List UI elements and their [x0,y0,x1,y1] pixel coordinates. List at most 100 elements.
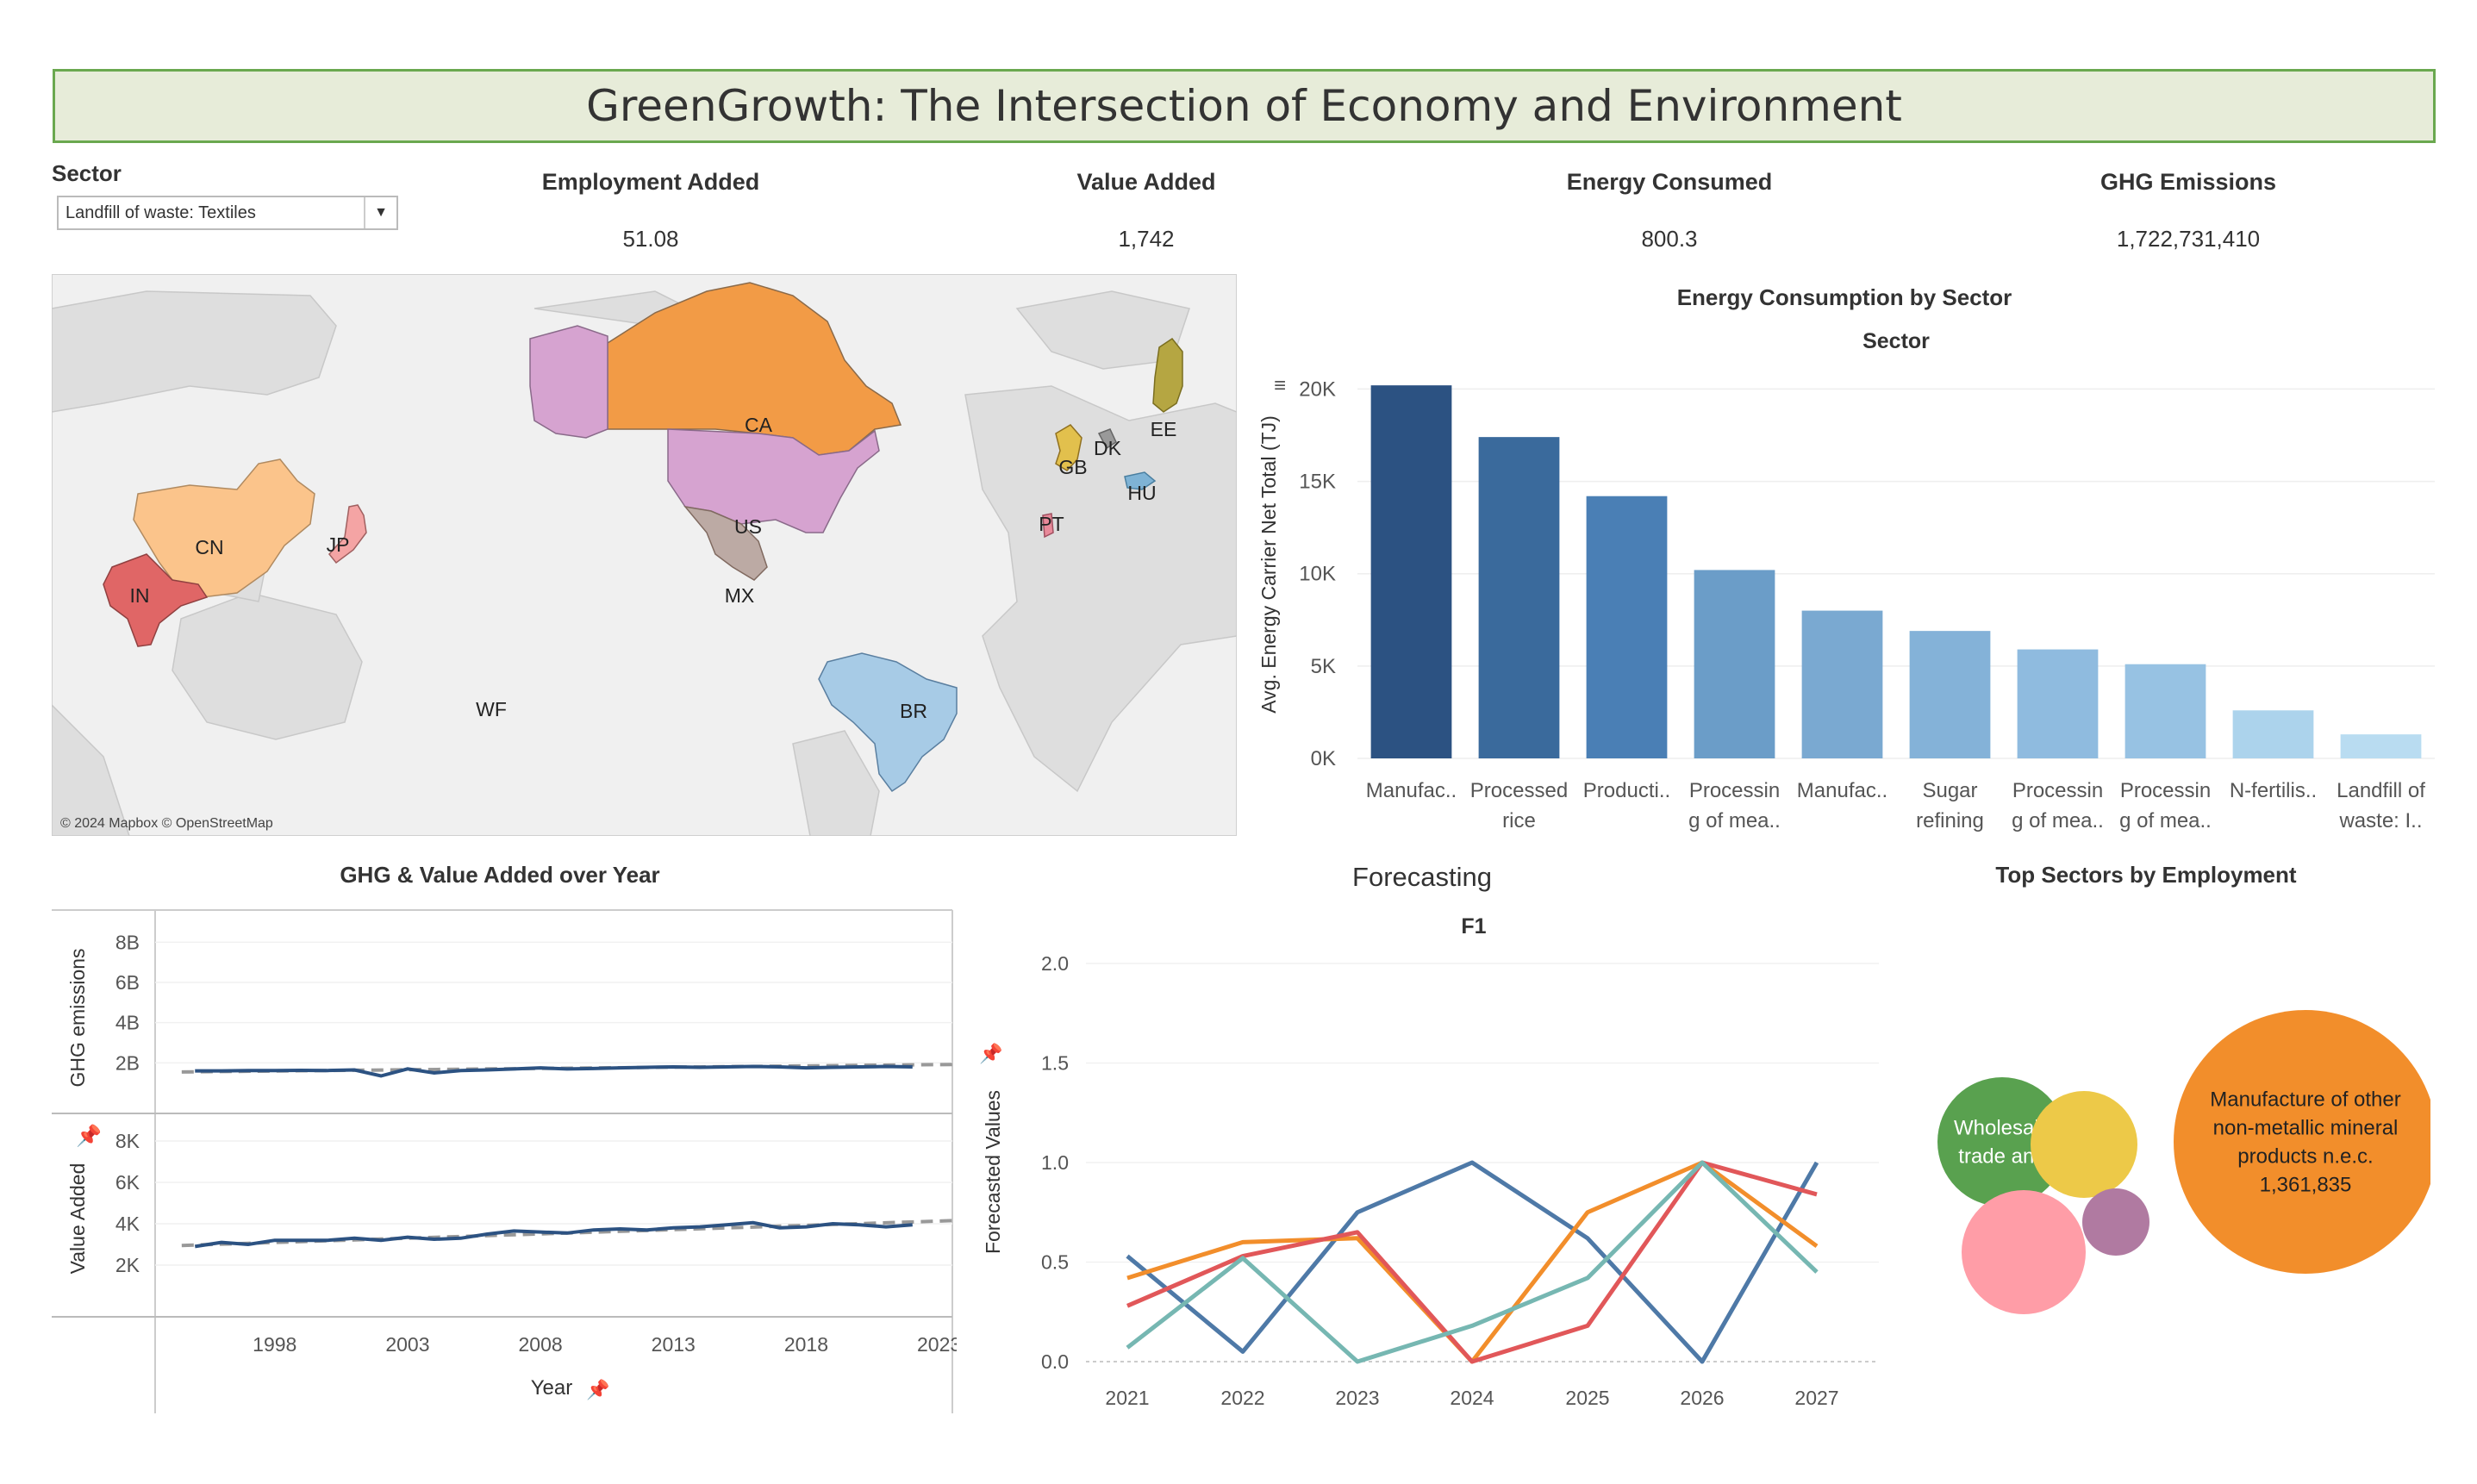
energy-chart-title: Energy Consumption by Sector [1676,284,2012,310]
energy-bar[interactable] [1586,496,1668,758]
forecast-series-line[interactable] [1126,1160,1819,1364]
map-country-dk[interactable] [1097,428,1117,450]
kpi-employment-label: Employment Added [541,169,760,195]
sector-bubble-label: Manufacture of other [2210,1088,2400,1112]
pin-icon[interactable]: 📌 [586,1378,609,1400]
map-country-pt[interactable] [1042,513,1054,539]
map-country-br[interactable] [818,652,958,793]
forecast-y-tick: 2.0 [1041,952,1069,975]
forecast-y-axis-label: Forecasted Values [982,1090,1004,1254]
top-sectors-bubble-chart[interactable]: Manufacture of other non-metallic mineral… [1879,1000,2430,1319]
sector-bubble[interactable] [1962,1190,2086,1314]
sector-bubble[interactable] [2174,1010,2430,1274]
map-country-cn[interactable] [133,458,315,598]
forecast-x-tick: 2022 [1220,1387,1264,1409]
energy-x-tick: Landfill of [2337,779,2425,802]
va-y-tick: 2K [115,1254,140,1276]
map-country-us-alaska[interactable] [529,325,608,439]
energy-y-tick: 10K [1299,563,1336,586]
pin-icon[interactable]: 📌 [76,1123,102,1148]
pin-icon[interactable]: 📌 [979,1042,1002,1064]
energy-y-tick: 15K [1299,471,1336,494]
map-country-ca[interactable] [607,282,902,456]
forecast-x-tick: 2024 [1450,1387,1494,1409]
chevron-down-icon[interactable]: ▼ [364,197,396,228]
forecast-title: Forecasting [1352,862,1492,892]
map-label-dk: DK [1094,437,1122,459]
energy-y-axis-label: Avg. Energy Carrier Net Total (TJ) [1257,415,1280,714]
forecast-y-tick: 1.5 [1041,1052,1069,1075]
year-x-tick: 2008 [518,1333,562,1356]
map-label-in: IN [130,584,150,607]
ghg-y-tick: 4B [115,1012,140,1034]
kpi-energy-value: 800.3 [1641,226,1698,252]
year-x-tick: 2003 [385,1333,429,1356]
energy-y-tick: 5K [1311,655,1336,678]
energy-chart-header: Sector [1862,329,1930,353]
map-country-gb[interactable] [1055,424,1083,471]
energy-x-tick: Processin [2012,779,2103,802]
map-country-jp[interactable] [328,504,367,564]
energy-bar-chart[interactable]: Sector 0K 5K 10K 15K 20K Avg. Energy Carrier N… [1241,327,2448,845]
energy-bar[interactable] [1909,631,1991,758]
sector-bubble-label: products n.e.c. [2237,1145,2373,1169]
energy-bar[interactable] [1370,385,1452,758]
map-country-hu[interactable] [1124,471,1157,490]
sector-filter-label: Sector [52,160,122,186]
map-country-mx[interactable] [683,505,768,581]
sector-dropdown[interactable]: Landfill of waste: Textiles ▼ [57,196,398,230]
map-label-ca: CA [745,414,773,436]
sector-bubble[interactable] [2031,1091,2137,1198]
world-map[interactable]: CA US MX BR CN IN JP WF GB DK EE HU PT ©… [52,274,1237,836]
forecast-x-tick: 2021 [1105,1387,1149,1409]
map-label-us: US [734,515,762,538]
map-attribution: © 2024 Mapbox © OpenStreetMap [60,816,273,831]
forecast-series-line[interactable] [1126,1160,1819,1364]
sort-icon[interactable]: ≡ [1274,374,1286,397]
forecast-chart[interactable]: F1 0.0 0.5 1.0 1.5 2.0 Forecasted Values 📌 2021 2… [974,905,1905,1422]
va-series-line[interactable] [194,1220,913,1249]
ghg-series-line[interactable] [195,1064,913,1078]
bubbles-title: Top Sectors by Employment [1995,862,2297,888]
map-label-jp: JP [327,533,350,556]
energy-bar[interactable] [2232,710,2314,758]
dashboard-title-bar: GreenGrowth: The Intersection of Economy… [53,69,2436,143]
map-label-mx: MX [725,584,755,607]
forecast-y-tick: 0.0 [1041,1350,1069,1373]
energy-x-tick: Processin [1689,779,1780,802]
sector-bubble[interactable] [1937,1077,2067,1207]
forecast-x-tick: 2027 [1794,1387,1838,1409]
ghg-y-axis-label: GHG emissions [66,948,89,1087]
ghg-y-tick: 6B [115,971,140,994]
energy-x-tick: Manufac.. [1366,779,1457,802]
energy-bar[interactable] [2017,649,2099,758]
sector-bubble[interactable] [2082,1188,2149,1256]
energy-bar[interactable] [2124,664,2206,758]
energy-x-tick: Sugar [1922,779,1977,802]
year-x-tick: 2023 [917,1333,957,1356]
ghg-y-tick: 2B [115,1051,140,1074]
map-country-ee[interactable] [1152,337,1183,413]
year-x-tick: 2018 [784,1333,828,1356]
energy-bar[interactable] [1801,610,1883,758]
map-label-gb: GB [1058,456,1087,478]
sector-bubble-label: non-metallic mineral [2213,1117,2399,1140]
energy-x-tick: Manufac.. [1797,779,1887,802]
energy-bar[interactable] [2340,734,2422,758]
map-label-wf: WF [476,698,507,720]
energy-bar[interactable] [1694,570,1775,758]
map-label-br: BR [900,700,927,722]
kpi-employment-value: 51.08 [622,226,679,252]
ghg-value-added-chart[interactable]: 2B 4B 6B 8B GHG emissions 2K 4K 6K 8K Value Added… [52,905,957,1413]
kpi-energy-label: Energy Consumed [1566,169,1773,195]
energy-y-tick: 0K [1311,747,1336,770]
energy-bar[interactable] [1478,437,1560,758]
va-y-tick: 6K [115,1171,140,1194]
map-label-hu: HU [1127,482,1156,504]
year-x-tick: 2013 [652,1333,696,1356]
kpi-ghg-label: GHG Emissions [2100,169,2277,195]
sector-dropdown-value: Landfill of waste: Textiles [66,203,256,222]
va-y-tick: 8K [115,1130,140,1152]
energy-x-tick: N-fertilis.. [2230,779,2317,802]
map-country-in[interactable] [103,553,209,647]
